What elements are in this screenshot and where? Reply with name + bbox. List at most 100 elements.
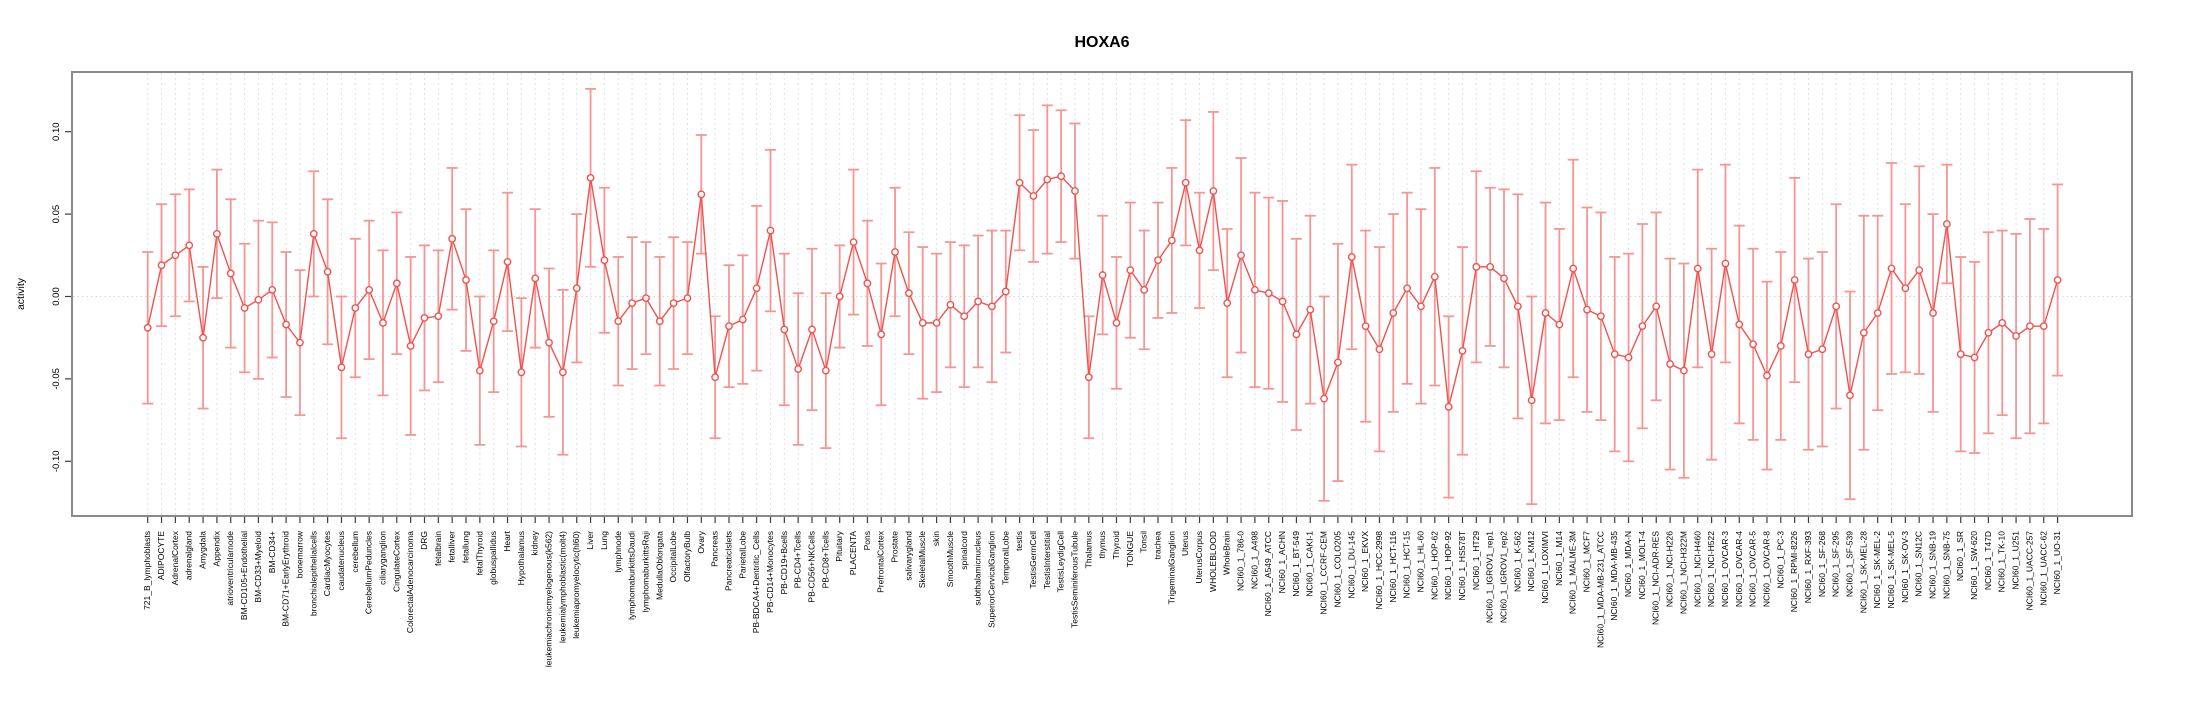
data-point xyxy=(531,274,540,283)
x-axis-category-label: PB-CD8+Tcells xyxy=(820,531,830,588)
x-axis-category-label: NCI60_1_HT29 xyxy=(1471,531,1481,590)
x-axis-category-label: salivarygland xyxy=(903,531,913,581)
x-axis-category-label: NCI60_1_NCI-H226 xyxy=(1665,531,1675,607)
data-point xyxy=(1610,350,1619,359)
x-axis-category-label: NCI60_1_MCF7 xyxy=(1582,531,1592,593)
data-point xyxy=(1140,286,1149,294)
x-axis-category-label: NCI60_1_SNB-75 xyxy=(1941,531,1951,599)
data-point xyxy=(683,294,692,303)
data-point xyxy=(1956,350,1965,359)
data-point xyxy=(1403,284,1412,293)
data-point xyxy=(185,241,194,250)
x-axis-category-label: leukemiapromyelocytic(hl60) xyxy=(571,531,581,639)
x-axis-category-label: NCI60_1_SF-268 xyxy=(1817,531,1827,597)
data-point xyxy=(1306,305,1315,314)
x-axis-category-label: NCI60_1_SNB-19 xyxy=(1928,531,1938,599)
x-axis-category-label: skin xyxy=(931,531,941,546)
x-axis-category-label: Amygdala xyxy=(198,531,208,569)
x-axis-category-label: NCI60_1_OVCAR-3 xyxy=(1720,531,1730,607)
data-point xyxy=(1666,360,1674,368)
x-axis-category-label: PB-BDCA4+Dentritic_Cells xyxy=(751,531,761,633)
x-axis-category-label: DRG xyxy=(419,531,429,550)
x-axis-category-label: NCI60_1_U251 xyxy=(2011,531,2021,590)
data-point xyxy=(1181,178,1190,187)
data-point xyxy=(794,365,803,373)
data-point xyxy=(1638,322,1647,331)
data-point xyxy=(642,294,650,303)
data-point xyxy=(849,238,858,247)
x-axis-category-label: Appendix xyxy=(211,530,221,566)
data-point xyxy=(586,173,595,182)
x-axis-category-label: NCI60_1_SF-295 xyxy=(1831,531,1841,597)
data-point xyxy=(1832,302,1841,311)
data-point xyxy=(1680,366,1688,375)
data-point xyxy=(1029,192,1038,200)
x-axis-category-label: globuspallidus xyxy=(488,531,498,585)
data-point xyxy=(1596,312,1605,321)
data-point xyxy=(1859,328,1868,337)
data-point xyxy=(337,363,346,372)
data-point xyxy=(1707,350,1716,359)
y-tick-label: 0.05 xyxy=(51,205,62,224)
x-axis-category-label: NCI60_1_SN12C xyxy=(1914,531,1924,597)
x-axis-category-label: BM-CD71+EarlyErythroid xyxy=(281,531,291,627)
x-axis-category-label: NCI60_1_EKVX xyxy=(1360,531,1370,592)
data-point xyxy=(863,279,872,288)
x-axis-category-label: NCI60_1_BT-549 xyxy=(1291,531,1301,597)
x-axis-category-label: OlfactoryBulb xyxy=(682,531,692,582)
data-point xyxy=(1804,350,1813,359)
x-axis-category-label: TestisGermCell xyxy=(1028,531,1038,589)
x-axis-category-label: TestisLeydigCell xyxy=(1056,531,1066,593)
x-axis-category-label: Uterus xyxy=(1180,531,1190,556)
data-point xyxy=(614,317,623,326)
data-point xyxy=(1250,286,1259,294)
x-axis-category-label: NCI60_1_PC-3 xyxy=(1775,531,1785,589)
data-point xyxy=(974,297,982,306)
data-point xyxy=(309,229,318,238)
x-axis-category-label: Liver xyxy=(585,531,595,550)
x-axis-category-label: NCI60_1_OVCAR-5 xyxy=(1748,531,1758,607)
y-tick-label: -0.10 xyxy=(51,450,62,472)
data-point xyxy=(365,286,374,294)
data-point xyxy=(1375,345,1384,354)
x-axis-category-label: AdrenalCortex xyxy=(170,530,180,585)
x-axis-category-label: NCI60_1_RXF-393 xyxy=(1803,531,1813,604)
data-point xyxy=(1458,346,1467,355)
data-point xyxy=(462,276,470,284)
data-point xyxy=(143,323,152,332)
x-axis-category-label: lymphnode xyxy=(613,531,623,573)
x-axis-category-label: NCI60_1_IGROV1_rep2 xyxy=(1499,531,1509,623)
data-point xyxy=(766,226,775,235)
data-point xyxy=(1223,299,1232,307)
x-axis-category-label: NCI60_1_A549_ATCC xyxy=(1263,531,1273,616)
data-point xyxy=(1292,330,1301,339)
data-point xyxy=(1071,187,1079,195)
x-axis-category-label: NCI60_1_SK-MEL-2 xyxy=(1872,531,1882,609)
x-axis-category-label: NCI60_1_UACC-62 xyxy=(2038,531,2048,606)
data-point xyxy=(1915,266,1924,275)
data-point xyxy=(1818,345,1827,354)
data-point xyxy=(821,366,830,375)
x-labels-group: 721_B_lymphoblasts ADIPOCYTE AdrenalCortex… xyxy=(142,530,2062,667)
data-point xyxy=(199,333,207,342)
x-axis-category-label: NCI60_1_ACHN xyxy=(1277,531,1287,593)
x-axis-category-label: NCI60_1_HCT-15 xyxy=(1402,531,1412,599)
data-point xyxy=(711,373,720,382)
data-point xyxy=(171,251,180,260)
x-axis-category-label: CingulateCortex xyxy=(391,530,401,592)
x-axis-category-label: leukemialymphoblastic(molt4) xyxy=(557,531,567,643)
data-point xyxy=(2026,322,2034,331)
x-axis-category-label: caudatenucleus xyxy=(336,531,346,591)
x-axis-category-label: TrigeminalGanglion xyxy=(1166,531,1176,605)
x-axis-category-label: lymphomaburkittsDaudi xyxy=(627,531,637,620)
x-axis-category-label: NCI60_1_UACC-257 xyxy=(2024,531,2034,611)
x-axis-category-label: NCI60_1_SK-OV-3 xyxy=(1900,531,1910,603)
y-tick-label: -0.05 xyxy=(51,368,62,390)
x-axis-category-label: CerebellumPeduncles xyxy=(364,531,374,614)
data-point xyxy=(918,318,927,327)
x-axis-category-label: UterusCorpus xyxy=(1194,531,1204,583)
chart-title: HOXA6 xyxy=(1074,34,1129,51)
data-point xyxy=(558,368,567,377)
